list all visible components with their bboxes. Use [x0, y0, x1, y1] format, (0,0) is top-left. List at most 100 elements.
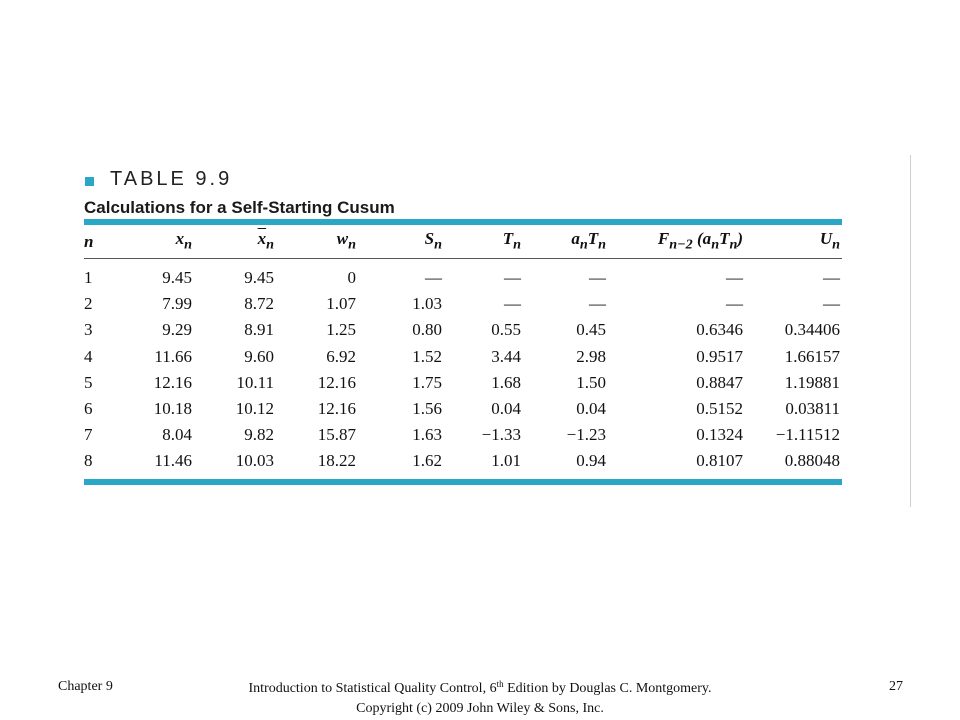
table-cell: 1.75 [412, 372, 442, 392]
table-cell: 0.94 [576, 451, 606, 471]
table-cell: — [504, 268, 521, 288]
footer-credit-line-2: Copyright (c) 2009 John Wiley & Sons, In… [356, 701, 604, 716]
table-label: TABLE 9.9 [110, 167, 233, 190]
table-row: 3 9.29 8.91 1.25 0.80 0.55 0.45 0.6346 0.34406 [84, 317, 842, 343]
table-cell: 9.45 [162, 268, 192, 288]
table-cell: — [726, 294, 743, 314]
footer-credit: Introduction to Statistical Quality Cont… [0, 679, 960, 719]
table-cell: 1.56 [412, 399, 442, 419]
table-cell: 0.34406 [784, 320, 840, 340]
table-cell: — [425, 268, 442, 288]
table-cell: 0.1324 [696, 425, 743, 445]
table-cell: 0.80 [412, 320, 442, 340]
table-cell: 6 [84, 399, 93, 419]
table-cell: 10.11 [236, 372, 274, 392]
table-cell: 1.07 [326, 294, 356, 314]
header-u-n: Un [819, 229, 840, 253]
table-cell: −1.23 [566, 425, 606, 445]
table-cell: −1.11512 [775, 425, 840, 445]
cusum-table: n xn xn wn Sn Tn anTn Fn−2 (anTn) Un 1 9.… [84, 225, 842, 475]
header-s-n: Sn [424, 229, 442, 253]
table-cell: 1.50 [576, 372, 606, 392]
slide-footer: Chapter 9 Introduction to Statistical Qu… [0, 676, 960, 720]
table-cell: 0.5152 [696, 399, 743, 419]
table-cell: 10.18 [153, 399, 192, 419]
header-x-n: xn [175, 229, 192, 253]
table-cell: 11.66 [154, 346, 192, 366]
table-row: 7 8.04 9.82 15.87 1.63 −1.33 −1.23 0.1324 −1.115… [84, 422, 842, 448]
table-cell: 1.25 [326, 320, 356, 340]
table-cell: 12.16 [317, 399, 356, 419]
table-row: 5 12.16 10.11 12.16 1.75 1.68 1.50 0.8847 1.1988… [84, 370, 842, 396]
header-row: n xn xn wn Sn Tn anTn Fn−2 (anTn) Un [84, 225, 842, 258]
table-cell: 1 [84, 268, 93, 288]
header-f-n-2: Fn−2 (anTn) [657, 229, 743, 253]
table-cell: 6.92 [326, 346, 356, 366]
table-row: 6 10.18 10.12 12.16 1.56 0.04 0.04 0.5152 0.0381… [84, 396, 842, 422]
table-cell: 1.01 [491, 451, 521, 471]
table-cell: 0.55 [491, 320, 521, 340]
table-cell: 0.03811 [785, 399, 840, 419]
table-cell: 2.98 [576, 346, 606, 366]
table-cell: 9.45 [244, 268, 274, 288]
table-cell: 7.99 [162, 294, 192, 314]
table-cell: 8 [84, 451, 93, 471]
table-row: 8 11.46 10.03 18.22 1.62 1.01 0.94 0.8107 0.8804… [84, 448, 842, 474]
table-cell: 3.44 [491, 346, 521, 366]
table-cell: 10.12 [235, 399, 274, 419]
square-bullet-icon [85, 176, 94, 186]
table-cell: 0.04 [576, 399, 606, 419]
table-cell: 7 [84, 425, 93, 445]
table-cell: 1.03 [412, 294, 442, 314]
table-cell: 1.52 [412, 346, 442, 366]
table-cell: 0.9517 [696, 346, 743, 366]
table-cell: 3 [84, 320, 93, 340]
table-cell: — [823, 294, 840, 314]
table-cell: 15.87 [317, 425, 356, 445]
table-row: 1 9.45 9.45 0 — — — — — [84, 259, 842, 291]
table-cell: 8.72 [244, 294, 274, 314]
table-cell: 9.60 [244, 346, 274, 366]
table-cell: 4 [84, 346, 93, 366]
table-cell: 9.29 [162, 320, 192, 340]
table-cell: 9.82 [244, 425, 274, 445]
table-title: Calculations for a Self-Starting Cusum [84, 198, 395, 217]
table-cell: — [823, 268, 840, 288]
table-cell: — [726, 268, 743, 288]
table-label-row: TABLE 9.9 [84, 168, 842, 190]
table-cell: — [504, 294, 521, 314]
header-rule [84, 258, 842, 259]
table-cell: −1.33 [481, 425, 521, 445]
table-cell: — [589, 294, 606, 314]
table-cell: 0.88048 [784, 451, 840, 471]
table-cell: 0.8847 [696, 372, 743, 392]
table-cell: 0.8107 [696, 451, 743, 471]
footer-credit-line-1: Introduction to Statistical Quality Cont… [248, 679, 712, 697]
table-cell: 1.19881 [784, 372, 840, 392]
table-cell: 12.16 [317, 372, 356, 392]
header-n: n [84, 231, 94, 251]
table-cell: 0.6346 [696, 320, 743, 340]
table-cell: 1.62 [412, 451, 442, 471]
header-t-n: Tn [502, 229, 521, 253]
table-cell: 0 [347, 268, 357, 288]
header-x-bar-n: xn [257, 229, 274, 253]
table-cell: 1.63 [412, 425, 442, 445]
table-cell: 18.22 [317, 451, 356, 471]
table-cell: 5 [84, 372, 93, 392]
table-cell: 1.66157 [784, 346, 840, 366]
table-row: 4 11.66 9.60 6.92 1.52 3.44 2.98 0.9517 1.66157 [84, 344, 842, 370]
bottom-rule [84, 478, 842, 485]
table-cell: 8.91 [244, 320, 274, 340]
table-cell: 11.46 [154, 451, 192, 471]
footer-page-number: 27 [889, 679, 903, 694]
table-body: 1 9.45 9.45 0 — — — — — 2 7.99 8.72 1.07 1.03 — — — — 3 9.2… [84, 259, 842, 475]
slide-divider-line [910, 155, 911, 507]
top-rule [84, 219, 842, 225]
table-row: 2 7.99 8.72 1.07 1.03 — — — — [84, 291, 842, 317]
table-cell: — [589, 268, 606, 288]
table-cell: 1.68 [491, 372, 521, 392]
footer-chapter: Chapter 9 [58, 679, 113, 694]
table-cell: 10.03 [235, 451, 274, 471]
table-cell: 0.45 [576, 320, 606, 340]
